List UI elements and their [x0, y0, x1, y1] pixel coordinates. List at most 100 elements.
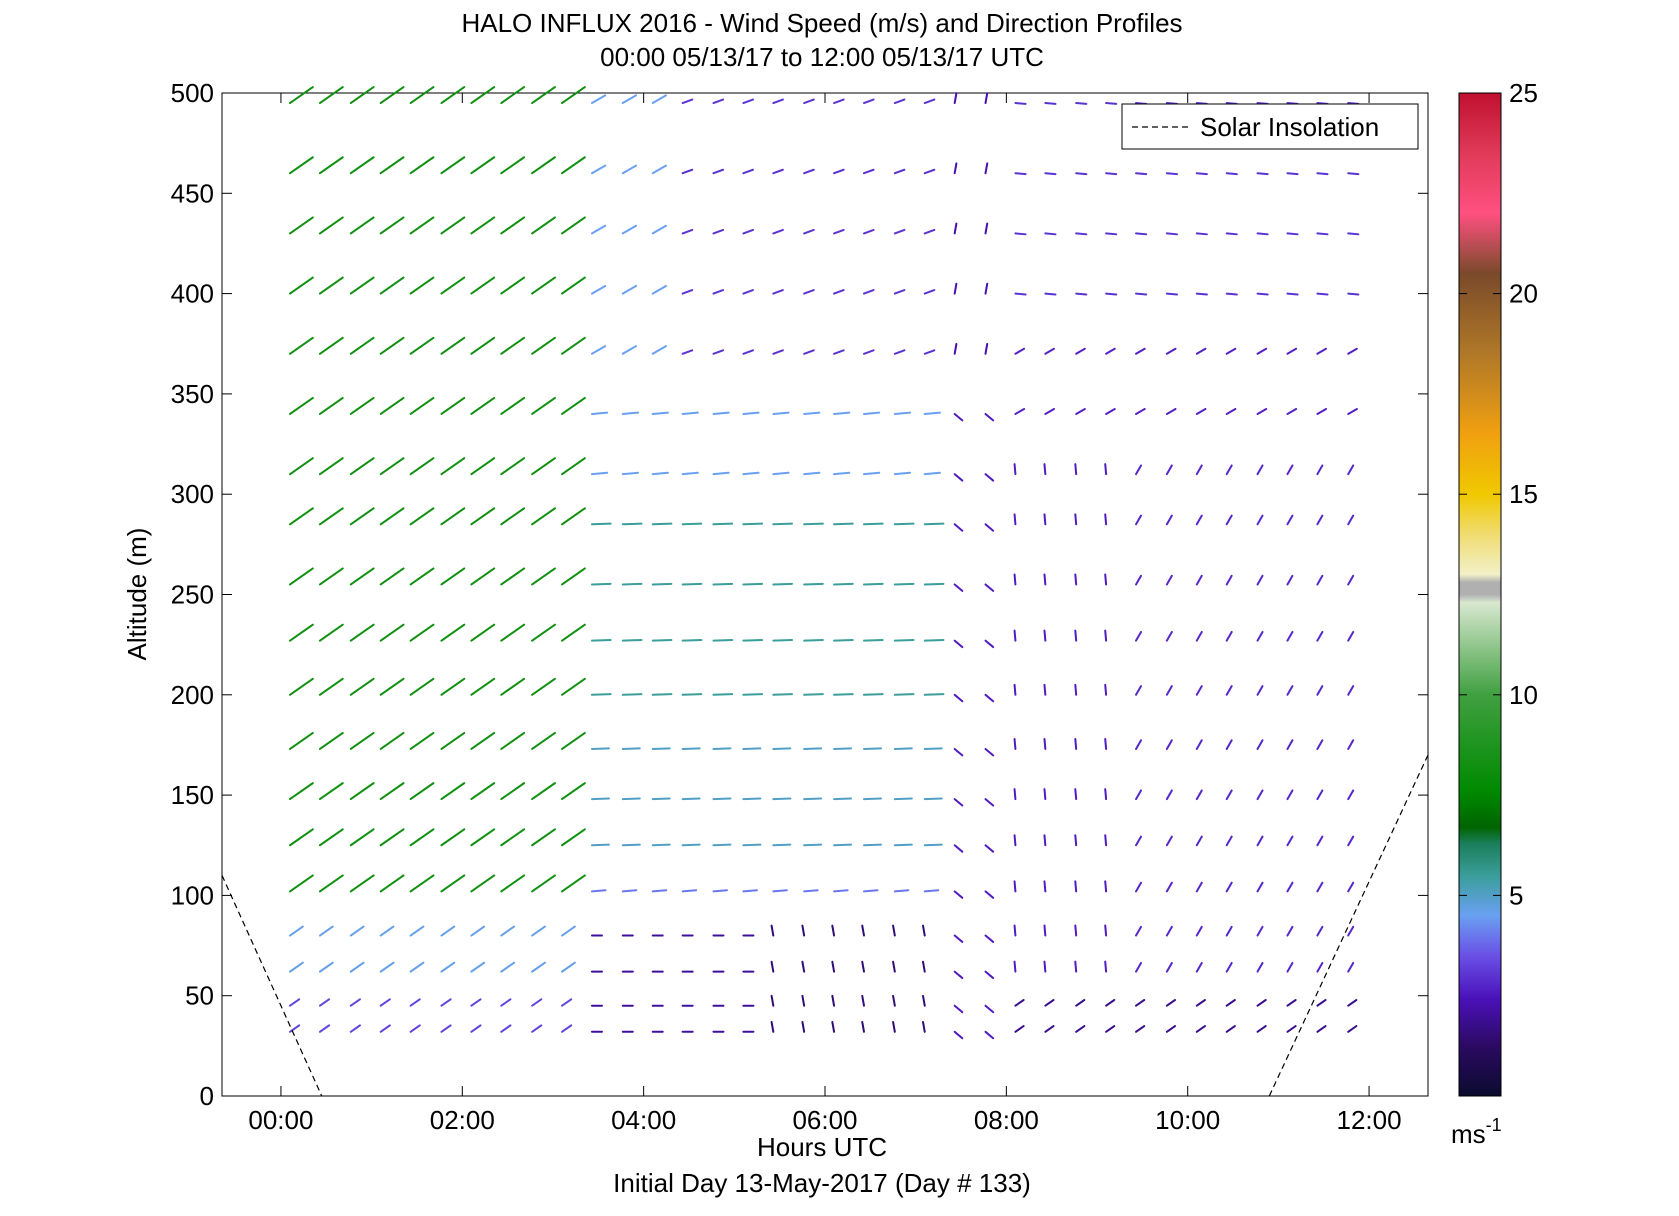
- wind-arrow: [289, 998, 301, 1007]
- wind-arrow: [772, 522, 794, 526]
- wind-arrow: [561, 874, 586, 893]
- colorbar-tick-label: 20: [1509, 279, 1538, 309]
- wind-arrow: [1043, 573, 1047, 586]
- wind-arrow: [862, 582, 884, 586]
- wind-arrow: [1013, 738, 1017, 750]
- wind-arrow: [803, 747, 823, 750]
- wind-arrow: [379, 156, 405, 175]
- wind-arrow: [470, 677, 496, 696]
- wind-arrow: [1165, 685, 1173, 696]
- wind-arrow: [409, 396, 435, 415]
- wind-arrow: [1013, 924, 1017, 937]
- wind-arrow: [984, 1030, 995, 1040]
- wind-arrow: [590, 284, 607, 295]
- wind-arrow: [561, 86, 586, 105]
- wind-arrow: [590, 522, 612, 526]
- wind-arrow: [681, 522, 703, 526]
- wind-arrow: [379, 567, 405, 586]
- wind-arrow: [1044, 102, 1057, 105]
- wind-arrow: [1195, 232, 1208, 236]
- wind-arrow: [531, 677, 556, 696]
- wind-arrow: [831, 924, 836, 937]
- wind-arrow: [712, 168, 725, 175]
- wind-arrow: [349, 828, 375, 847]
- wind-arrow: [440, 86, 466, 105]
- wind-arrow: [1225, 514, 1233, 526]
- wind-arrow: [681, 168, 694, 175]
- wind-arrow: [1225, 172, 1238, 176]
- wind-arrow: [531, 457, 556, 476]
- wind-arrow: [409, 961, 425, 973]
- wind-arrow: [590, 94, 607, 105]
- wind-arrow: [470, 961, 486, 973]
- legend: Solar Insolation: [1121, 103, 1419, 150]
- wind-arrow: [470, 925, 486, 937]
- wind-arrow: [409, 336, 435, 355]
- wind-arrow: [409, 925, 425, 937]
- wind-arrow: [1075, 407, 1086, 415]
- wind-arrow: [561, 336, 586, 355]
- wind-arrow: [1135, 685, 1143, 696]
- wind-arrow: [1286, 789, 1294, 801]
- wind-arrow: [1225, 835, 1233, 847]
- wind-arrow: [984, 412, 995, 422]
- wind-arrow: [893, 522, 915, 526]
- wind-arrow: [379, 1024, 391, 1033]
- wind-arrow: [1013, 880, 1017, 893]
- wind-arrow: [1195, 1025, 1206, 1033]
- wind-arrow: [621, 889, 638, 893]
- wind-arrow: [409, 782, 435, 801]
- wind-arrow: [1347, 925, 1355, 937]
- wind-arrow: [861, 924, 865, 937]
- wind-arrow: [318, 828, 344, 847]
- wind-arrow: [1195, 574, 1203, 586]
- wind-arrow: [833, 638, 854, 642]
- wind-arrow: [531, 86, 556, 105]
- wind-arrow: [500, 507, 526, 526]
- wind-arrow: [742, 98, 754, 105]
- wind-arrow: [409, 86, 435, 105]
- wind-arrow: [1044, 1025, 1055, 1033]
- wind-arrow: [1165, 1025, 1177, 1033]
- y-tick-label: 100: [171, 880, 214, 910]
- wind-arrow: [379, 396, 405, 415]
- wind-arrow: [1044, 347, 1056, 355]
- wind-arrow: [953, 970, 964, 980]
- wind-arrow: [833, 168, 845, 175]
- wind-arrow: [1014, 102, 1027, 105]
- wind-arrow: [833, 228, 845, 235]
- wind-arrow: [953, 92, 958, 105]
- wind-arrow: [1013, 463, 1017, 476]
- wind-arrow: [862, 289, 875, 295]
- wind-arrow: [1286, 835, 1294, 847]
- wind-arrow: [833, 289, 845, 295]
- wind-arrow: [1165, 925, 1173, 937]
- wind-arrow: [1347, 407, 1358, 415]
- solar-insolation-line: [221, 875, 323, 1097]
- wind-arrow: [862, 889, 879, 893]
- wind-arrow: [470, 782, 496, 801]
- wind-arrow: [1316, 292, 1329, 296]
- wind-arrow: [561, 396, 586, 415]
- wind-arrow: [681, 98, 694, 105]
- wind-arrow: [1195, 835, 1203, 847]
- wind-arrow: [1135, 739, 1143, 750]
- wind-arrow: [318, 998, 331, 1007]
- wind-arrow: [349, 1024, 361, 1033]
- wind-arrow: [1135, 172, 1148, 176]
- wind-arrow: [1013, 513, 1017, 526]
- wind-arrow: [984, 342, 989, 355]
- wind-arrow: [1104, 573, 1108, 586]
- x-tick-label: 04:00: [611, 1105, 676, 1135]
- wind-arrow: [349, 396, 375, 415]
- wind-arrow: [289, 1024, 301, 1033]
- wind-arrow: [470, 336, 496, 355]
- wind-arrow: [893, 289, 906, 295]
- wind-arrow: [289, 216, 314, 235]
- wind-arrow: [651, 522, 673, 526]
- wind-arrow: [861, 960, 865, 973]
- wind-arrow: [379, 336, 405, 355]
- wind-arrow: [1347, 292, 1360, 296]
- wind-arrow: [1316, 347, 1328, 355]
- wind-arrow: [318, 457, 344, 476]
